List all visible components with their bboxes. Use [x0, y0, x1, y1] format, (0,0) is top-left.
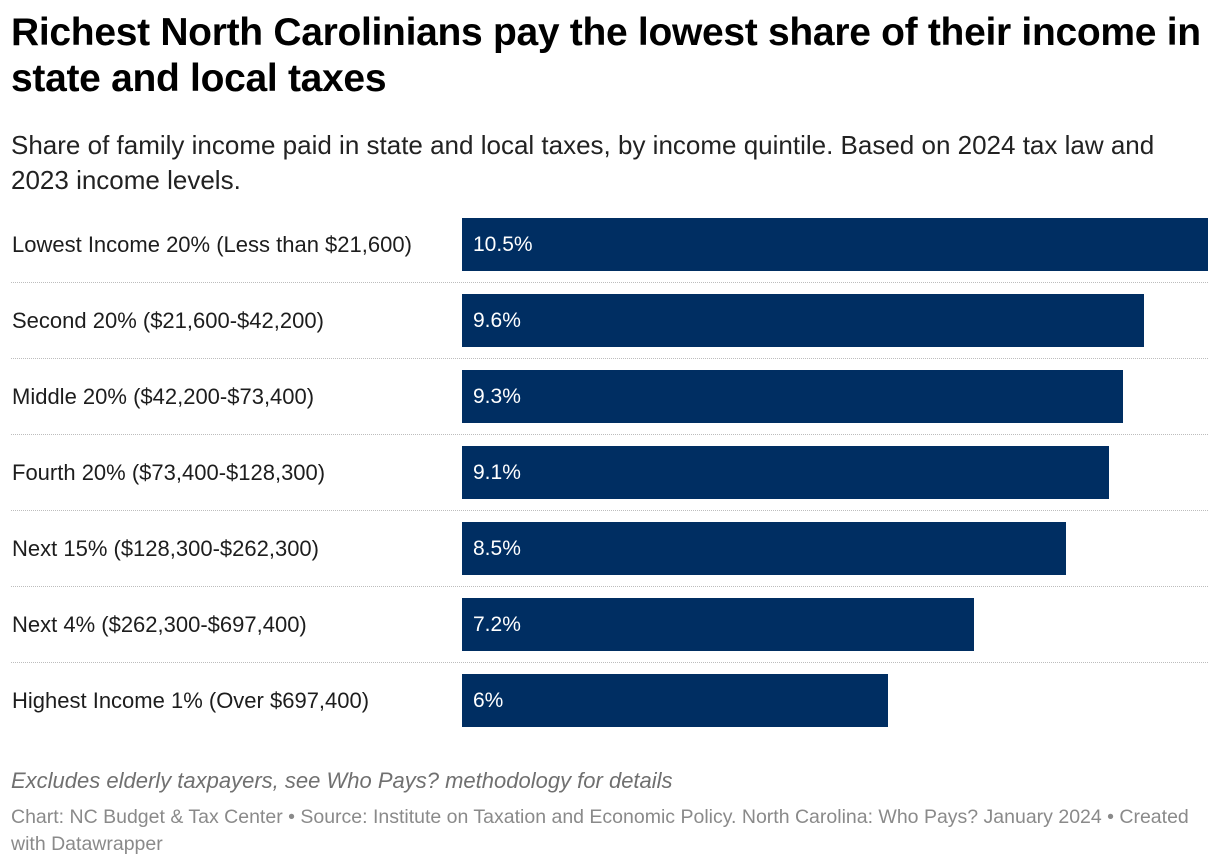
chart-footer: Chart: NC Budget & Tax Center • Source: …	[11, 806, 1189, 855]
value-label: 8.5%	[473, 537, 521, 560]
value-label: 9.6%	[473, 309, 521, 332]
bar	[462, 522, 1066, 575]
value-label: 9.1%	[473, 461, 521, 484]
bar-row: Highest Income 1% (Over $697,400) 6%	[11, 674, 1208, 750]
chart-subtitle: Share of family income paid in state and…	[11, 130, 1155, 195]
bar	[462, 294, 1144, 347]
bar	[462, 598, 974, 651]
row-divider	[11, 510, 1208, 511]
bar	[462, 674, 888, 727]
value-label: 6%	[473, 689, 504, 712]
category-label: Highest Income 1% (Over $697,400)	[12, 688, 370, 713]
category-label: Second 20% ($21,600-$42,200)	[12, 308, 324, 333]
category-label: Next 4% ($262,300-$697,400)	[12, 612, 307, 637]
row-divider	[11, 358, 1208, 359]
bar	[462, 446, 1109, 499]
value-label: 9.3%	[473, 385, 521, 408]
bar-row: Fourth 20% ($73,400-$128,300) 9.1%	[11, 446, 1208, 522]
row-divider	[11, 434, 1208, 435]
bar-row: Next 15% ($128,300-$262,300) 8.5%	[11, 522, 1208, 598]
bar	[462, 218, 1208, 271]
bar	[462, 370, 1123, 423]
category-label: Fourth 20% ($73,400-$128,300)	[12, 460, 326, 485]
bar-row: Next 4% ($262,300-$697,400) 7.2%	[11, 598, 1208, 674]
bar-row: Lowest Income 20% (Less than $21,600) 10.…	[11, 218, 1208, 294]
chart-title: Richest North Carolinians pay the lowest…	[11, 11, 1201, 100]
row-divider	[11, 662, 1208, 663]
value-label: 7.2%	[473, 613, 521, 636]
bar-row: Middle 20% ($42,200-$73,400) 9.3%	[11, 370, 1208, 446]
category-label: Middle 20% ($42,200-$73,400)	[12, 384, 315, 409]
value-label: 10.5%	[473, 233, 533, 256]
row-divider	[11, 282, 1208, 283]
category-label: Lowest Income 20% (Less than $21,600)	[12, 232, 412, 257]
row-divider	[11, 586, 1208, 587]
chart-note: Excludes elderly taxpayers, see Who Pays…	[11, 768, 673, 793]
bar-row: Second 20% ($21,600-$42,200) 9.6%	[11, 294, 1208, 370]
category-label: Next 15% ($128,300-$262,300)	[12, 536, 319, 561]
